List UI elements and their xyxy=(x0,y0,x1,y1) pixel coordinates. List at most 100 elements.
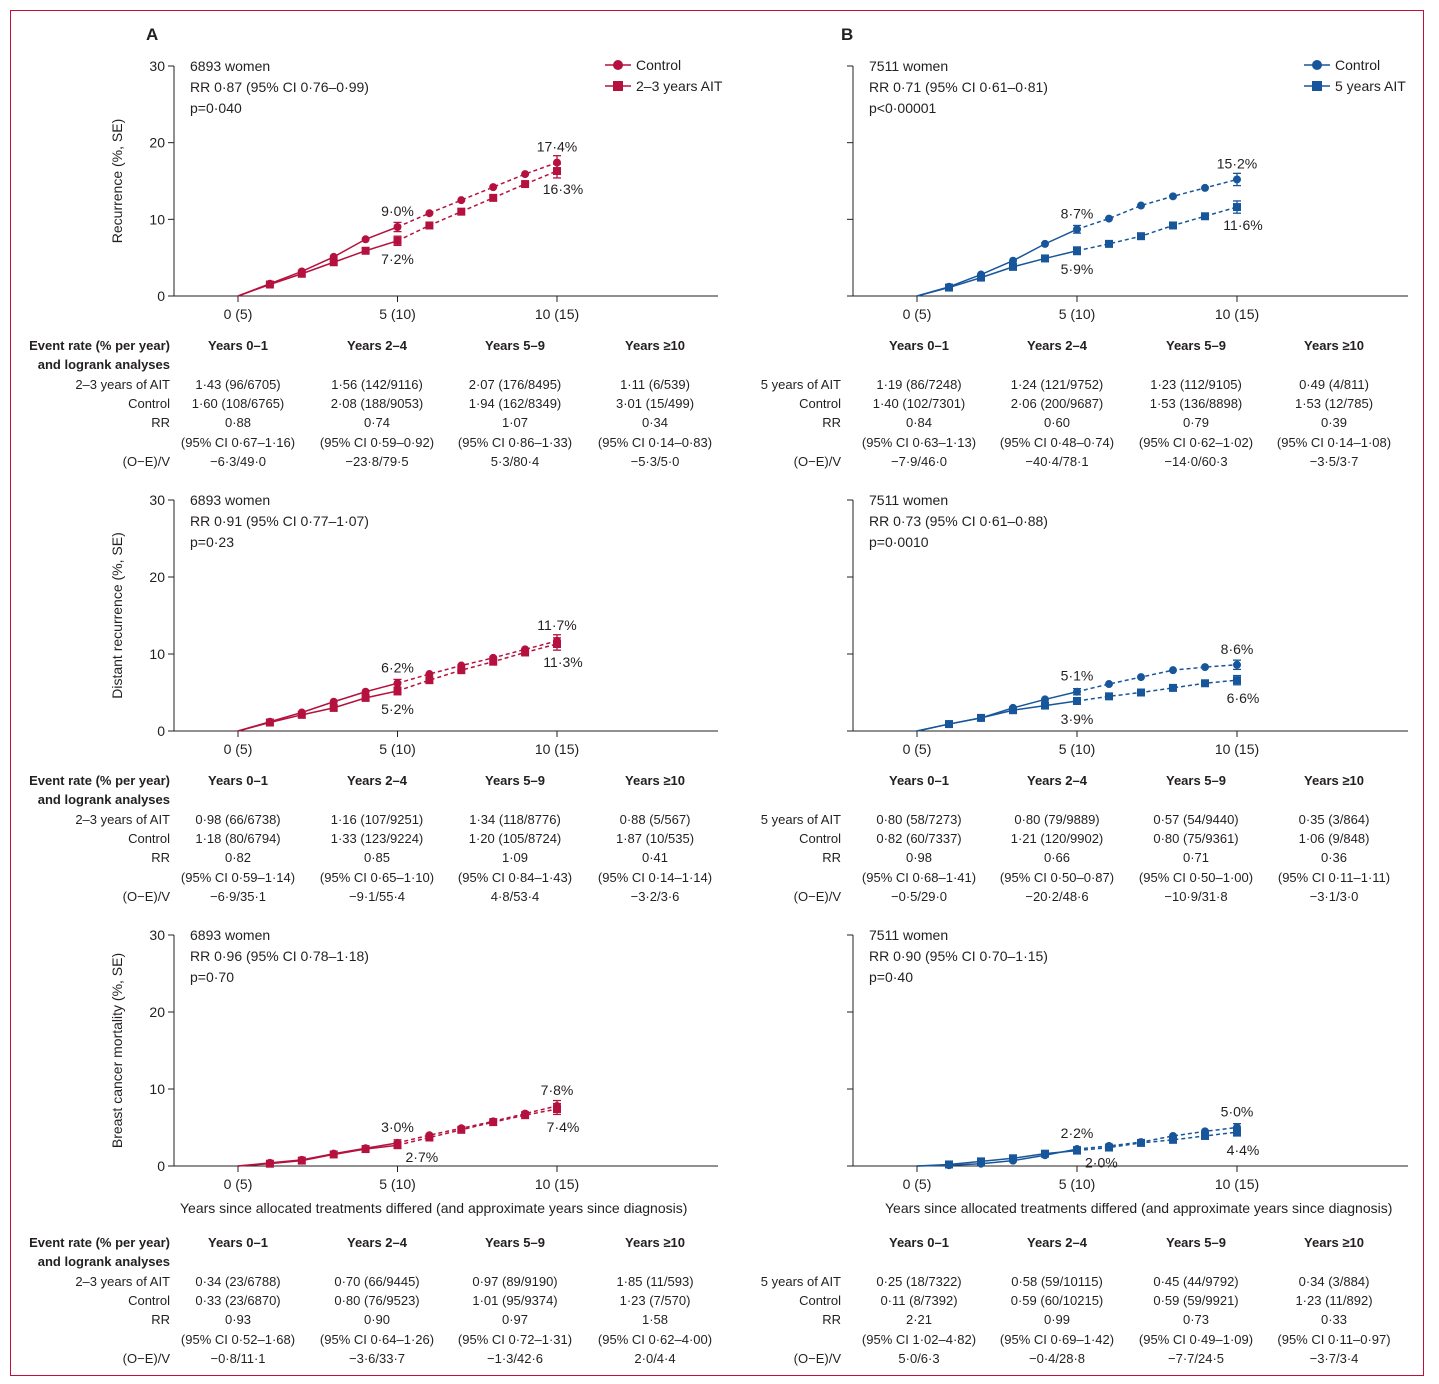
table-cell: (95% CI 0·65–1·10) xyxy=(319,869,435,885)
series-line-dashed-1 xyxy=(1076,206,1238,252)
row-label: 5 years of AIT xyxy=(760,376,841,392)
info-line: p=0·23 xyxy=(190,534,234,550)
y-axis-label: Distant recurrence (%, SE) xyxy=(109,532,125,699)
x-tick-label: 10 (15) xyxy=(535,1176,579,1192)
legend-marker-square xyxy=(613,81,623,91)
legend-marker-circle xyxy=(613,60,623,70)
data-point-square xyxy=(1169,683,1177,692)
table-cell: −14·0/60·3 xyxy=(1164,453,1228,469)
series-line-0 xyxy=(916,228,1078,297)
data-point-square xyxy=(1233,676,1241,685)
table-cell: 0·39 xyxy=(1320,415,1348,431)
data-point-circle xyxy=(1073,225,1081,234)
data-point-square xyxy=(393,1141,402,1150)
table-cell: (95% CI 0·63–1·13) xyxy=(861,434,977,450)
info-line: RR 0·90 (95% CI 0·70–1·15) xyxy=(869,948,1048,964)
x-tick-label: 10 (15) xyxy=(1215,1176,1259,1192)
row-label: Control xyxy=(799,830,841,846)
data-point-square xyxy=(553,1105,561,1114)
data-point-square xyxy=(425,676,434,685)
data-point-square xyxy=(521,648,530,657)
row-label: RR xyxy=(151,415,170,431)
data-point-square xyxy=(977,1157,985,1166)
data-point-square xyxy=(1137,688,1145,697)
table-cell: 1·23 (11/892) xyxy=(1295,1292,1373,1308)
table-cell: −23·8/79·5 xyxy=(345,453,409,469)
legend-label: Control xyxy=(636,57,681,73)
data-point-circle xyxy=(489,183,498,192)
legend-label: Control xyxy=(1335,57,1380,73)
info-line: 6893 women xyxy=(190,58,270,74)
table-cell: −3·2/3·6 xyxy=(630,888,680,904)
table-cell: 0·90 xyxy=(363,1312,391,1328)
data-point-square xyxy=(361,693,370,702)
data-point-square xyxy=(977,713,985,722)
data-point-square xyxy=(265,280,274,289)
data-label: 5·0% xyxy=(1221,1104,1254,1120)
table-cell: −10·9/31·8 xyxy=(1164,888,1228,904)
table-cell: 0·11 (8/7392) xyxy=(880,1292,958,1308)
table-cell: 0·49 (4/811) xyxy=(1299,376,1369,392)
period-header: Years 2–4 xyxy=(1026,338,1088,353)
period-header: Years ≥10 xyxy=(1304,773,1364,788)
data-label: 7·8% xyxy=(541,1082,574,1098)
x-tick-label: 0 (5) xyxy=(224,741,253,757)
period-header: Years 5–9 xyxy=(1165,1235,1227,1250)
table-header-label: and logrank analyses xyxy=(37,1254,170,1270)
data-point-square xyxy=(361,246,370,255)
data-point-circle xyxy=(1201,663,1209,672)
info-line: 7511 women xyxy=(869,58,948,74)
data-point-circle xyxy=(521,170,530,179)
period-header: Years 0–1 xyxy=(207,338,269,353)
table-cell: (95% CI 0·50–1·00) xyxy=(1138,869,1254,885)
row-label: Control xyxy=(128,1292,170,1308)
x-tick-label: 5 (10) xyxy=(1059,741,1096,757)
table-cell: −0·4/28·8 xyxy=(1028,1350,1086,1366)
series-line-1 xyxy=(237,1144,398,1167)
x-tick-label: 10 (15) xyxy=(1215,306,1259,322)
table-cell: −6·3/49·0 xyxy=(209,453,267,469)
y-tick-label: 30 xyxy=(149,927,165,943)
table-cell: (95% CI 0·64–1·26) xyxy=(319,1331,435,1347)
x-axis-title-b: Years since allocated treatments differe… xyxy=(885,1200,1393,1216)
panel-letter-a: A xyxy=(146,25,159,44)
data-point-circle xyxy=(457,196,466,205)
data-label: 2·7% xyxy=(406,1149,439,1165)
data-point-square xyxy=(521,1111,530,1120)
legend-label: 2–3 years AIT xyxy=(636,78,723,94)
table-header-label: Event rate (% per year) xyxy=(29,338,170,353)
series-line-1 xyxy=(916,700,1078,732)
series-line-1 xyxy=(237,690,398,732)
row-label: (O−E)/V xyxy=(122,453,170,469)
data-label: 7·4% xyxy=(547,1119,580,1135)
y-tick-label: 10 xyxy=(149,1081,165,1097)
data-label: 3·0% xyxy=(381,1119,414,1135)
data-point-circle xyxy=(1233,175,1241,184)
table-cell: (95% CI 0·49–1·09) xyxy=(1138,1331,1254,1347)
table-cell: −9·1/55·4 xyxy=(348,888,406,904)
table-cell: 0·80 (75/9361) xyxy=(1153,830,1239,846)
data-point-circle xyxy=(1041,695,1049,704)
row-label: 2–3 years of AIT xyxy=(75,376,170,392)
data-label: 11·6% xyxy=(1223,217,1262,233)
table-cell: 1·24 (121/9752) xyxy=(1010,376,1104,392)
data-point-square xyxy=(457,1125,466,1134)
table-cell: 0·33 (23/6870) xyxy=(195,1292,281,1308)
info-line: 6893 women xyxy=(190,927,270,943)
period-header: Years ≥10 xyxy=(625,773,685,788)
table-cell: (95% CI 0·14–1·08) xyxy=(1276,434,1392,450)
data-point-square xyxy=(1137,232,1145,241)
table-cell: (95% CI 0·59–0·92) xyxy=(319,434,435,450)
y-axis-label: Recurrence (%, SE) xyxy=(109,119,125,243)
chart-A-recurrence: 0 10 20 30 0 (5) 5 (10) 10 (15) Recurrence (%, … xyxy=(109,57,723,322)
table-cell: 1·40 (102/7301) xyxy=(872,395,966,411)
data-point-square xyxy=(297,1156,306,1165)
info-line: RR 0·73 (95% CI 0·61–0·88) xyxy=(869,513,1048,529)
data-label: 9·0% xyxy=(381,203,414,219)
series-line-0 xyxy=(237,1142,398,1167)
y-tick-label: 0 xyxy=(157,723,165,739)
series-line-dashed-1 xyxy=(397,643,558,692)
data-label: 8·6% xyxy=(1221,641,1254,657)
table-cell: 1·56 (142/9116) xyxy=(331,376,423,392)
data-point-square xyxy=(1009,706,1017,715)
